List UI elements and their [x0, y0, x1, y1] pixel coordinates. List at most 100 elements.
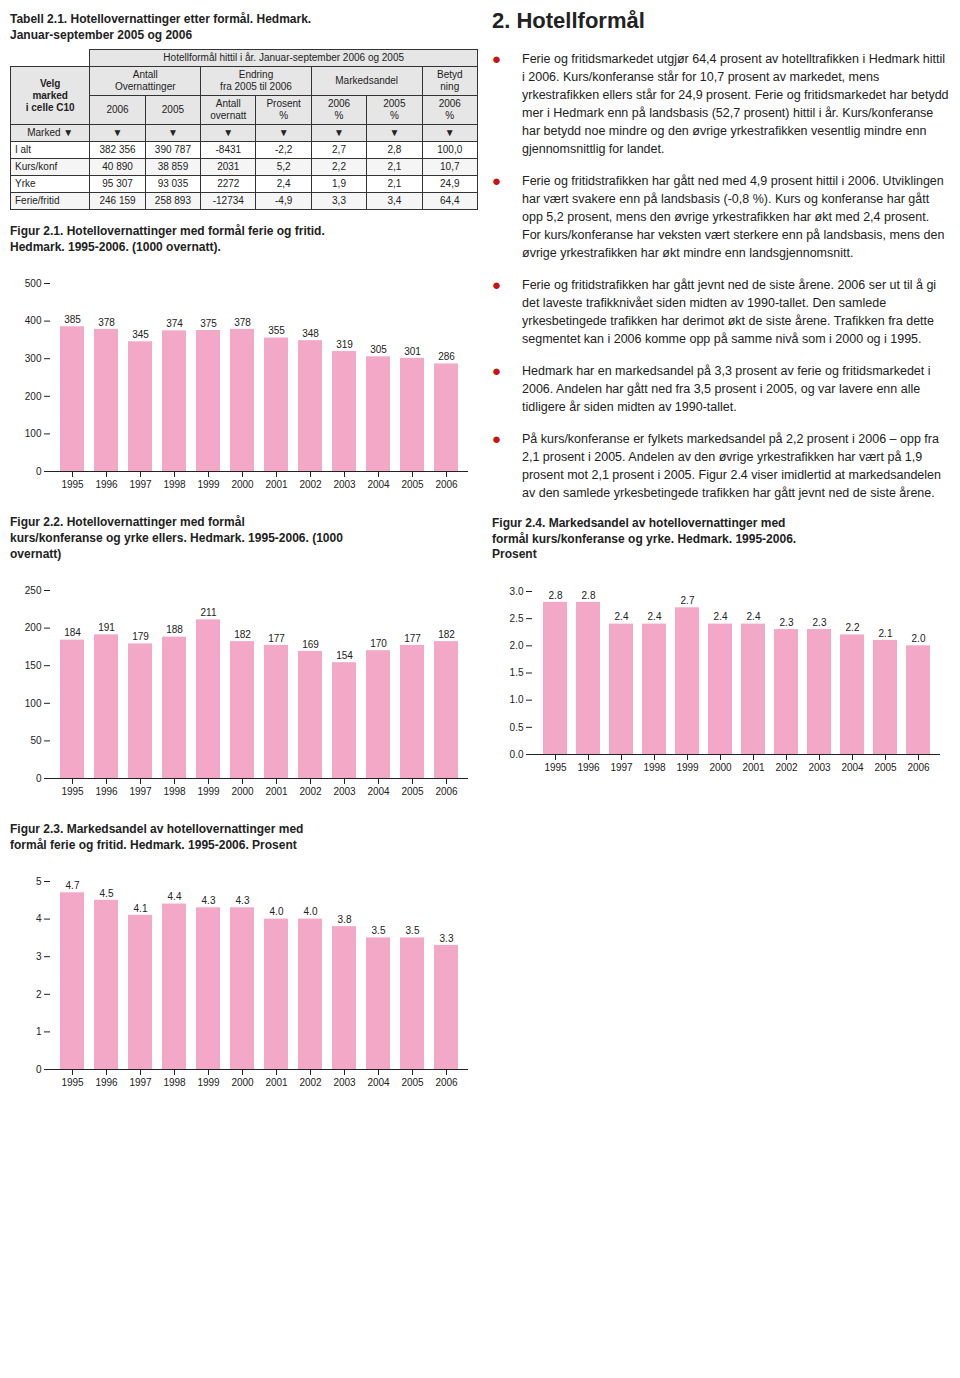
svg-text:1998: 1998 [163, 786, 186, 797]
svg-text:355: 355 [268, 326, 285, 337]
svg-text:4.4: 4.4 [168, 892, 182, 903]
svg-text:378: 378 [98, 317, 115, 328]
svg-text:0.5: 0.5 [510, 721, 524, 732]
svg-text:1999: 1999 [197, 786, 220, 797]
svg-text:2.3: 2.3 [780, 617, 794, 628]
svg-text:100: 100 [25, 698, 42, 709]
svg-text:385: 385 [64, 314, 81, 325]
svg-text:1996: 1996 [577, 761, 600, 772]
svg-text:2000: 2000 [231, 1077, 254, 1088]
svg-text:1996: 1996 [95, 479, 118, 490]
svg-text:2003: 2003 [808, 761, 831, 772]
svg-text:2.2: 2.2 [846, 622, 860, 633]
svg-text:2003: 2003 [333, 1077, 356, 1088]
svg-text:286: 286 [438, 352, 455, 363]
svg-text:2.7: 2.7 [681, 595, 695, 606]
svg-text:345: 345 [132, 329, 149, 340]
svg-text:1.0: 1.0 [510, 694, 524, 705]
svg-text:1995: 1995 [61, 479, 84, 490]
svg-text:1996: 1996 [95, 1077, 118, 1088]
svg-text:1: 1 [36, 1026, 42, 1037]
svg-text:2004: 2004 [367, 786, 390, 797]
svg-text:374: 374 [166, 318, 183, 329]
svg-text:300: 300 [25, 353, 42, 364]
svg-text:2004: 2004 [367, 479, 390, 490]
svg-text:2004: 2004 [841, 761, 864, 772]
svg-text:150: 150 [25, 660, 42, 671]
svg-text:1999: 1999 [197, 1077, 220, 1088]
svg-text:2: 2 [36, 989, 42, 1000]
svg-text:1997: 1997 [129, 786, 152, 797]
svg-text:375: 375 [200, 318, 217, 329]
svg-text:2001: 2001 [265, 479, 288, 490]
svg-text:1998: 1998 [163, 1077, 186, 1088]
svg-text:5: 5 [36, 876, 42, 887]
svg-text:154: 154 [336, 650, 353, 661]
svg-text:3.3: 3.3 [440, 933, 454, 944]
svg-text:3.8: 3.8 [338, 914, 352, 925]
svg-text:2006: 2006 [435, 1077, 458, 1088]
svg-text:200: 200 [25, 391, 42, 402]
svg-text:2003: 2003 [333, 479, 356, 490]
svg-text:170: 170 [370, 638, 387, 649]
svg-text:1997: 1997 [610, 761, 633, 772]
svg-text:500: 500 [25, 278, 42, 289]
svg-text:2005: 2005 [401, 1077, 424, 1088]
svg-text:2.8: 2.8 [549, 589, 563, 600]
svg-text:1996: 1996 [95, 786, 118, 797]
svg-text:1995: 1995 [61, 786, 84, 797]
svg-text:2.3: 2.3 [813, 617, 827, 628]
svg-text:0: 0 [36, 466, 42, 477]
svg-text:2002: 2002 [299, 479, 322, 490]
svg-text:3.5: 3.5 [372, 925, 386, 936]
svg-text:4.3: 4.3 [236, 895, 250, 906]
svg-text:3.5: 3.5 [406, 925, 420, 936]
svg-text:179: 179 [132, 631, 149, 642]
svg-text:0.0: 0.0 [510, 748, 524, 759]
svg-text:4: 4 [36, 914, 42, 925]
svg-text:4.0: 4.0 [270, 907, 284, 918]
svg-text:319: 319 [336, 339, 353, 350]
svg-text:184: 184 [64, 627, 81, 638]
svg-text:4.1: 4.1 [134, 903, 148, 914]
svg-text:4.5: 4.5 [100, 888, 114, 899]
svg-text:2.4: 2.4 [648, 611, 662, 622]
svg-text:4.0: 4.0 [304, 907, 318, 918]
svg-text:2.8: 2.8 [582, 589, 596, 600]
svg-text:2002: 2002 [299, 1077, 322, 1088]
svg-text:2.0: 2.0 [912, 633, 926, 644]
svg-text:2000: 2000 [709, 761, 732, 772]
svg-text:2006: 2006 [907, 761, 930, 772]
svg-text:211: 211 [201, 607, 217, 618]
svg-text:1999: 1999 [197, 479, 220, 490]
svg-text:1.5: 1.5 [510, 667, 524, 678]
svg-text:177: 177 [404, 633, 421, 644]
svg-text:2002: 2002 [775, 761, 798, 772]
svg-text:191: 191 [98, 622, 115, 633]
svg-text:2000: 2000 [231, 786, 254, 797]
svg-text:0: 0 [36, 1064, 42, 1075]
svg-text:1999: 1999 [676, 761, 699, 772]
svg-text:4.3: 4.3 [202, 895, 216, 906]
svg-text:1995: 1995 [544, 761, 567, 772]
svg-text:169: 169 [302, 639, 319, 650]
svg-text:4.7: 4.7 [66, 880, 80, 891]
svg-text:2.1: 2.1 [879, 627, 893, 638]
svg-text:1998: 1998 [643, 761, 666, 772]
svg-text:2005: 2005 [401, 479, 424, 490]
svg-text:250: 250 [25, 585, 42, 596]
svg-text:1997: 1997 [129, 1077, 152, 1088]
svg-text:400: 400 [25, 316, 42, 327]
svg-text:2006: 2006 [435, 479, 458, 490]
svg-text:2001: 2001 [265, 786, 288, 797]
svg-text:2006: 2006 [435, 786, 458, 797]
svg-text:50: 50 [30, 735, 42, 746]
svg-text:2005: 2005 [401, 786, 424, 797]
svg-text:305: 305 [370, 344, 387, 355]
svg-text:2001: 2001 [265, 1077, 288, 1088]
svg-text:0: 0 [36, 773, 42, 784]
svg-text:2.4: 2.4 [747, 611, 761, 622]
svg-text:182: 182 [234, 629, 251, 640]
svg-text:2001: 2001 [742, 761, 765, 772]
svg-text:2.5: 2.5 [510, 613, 524, 624]
